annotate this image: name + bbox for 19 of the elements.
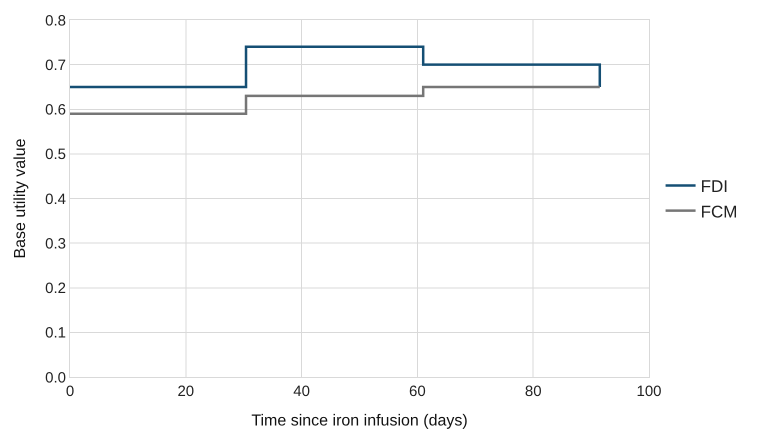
x-axis-title: Time since iron infusion (days): [251, 412, 468, 430]
x-tick-label: 60: [409, 383, 426, 400]
y-tick-label: 0.8: [45, 12, 66, 30]
y-tick-label: 0.1: [45, 324, 66, 342]
x-tick-label: 40: [293, 383, 310, 400]
y-tick-label: 0.5: [45, 146, 66, 164]
y-tick-label: 0.2: [45, 280, 66, 297]
legend-label: FDI: [700, 177, 728, 196]
x-tick-label: 100: [636, 383, 662, 400]
y-axis-title: Base utility value: [12, 138, 30, 259]
x-tick-label: 20: [177, 383, 194, 400]
y-tick-label: 0.4: [45, 190, 66, 208]
legend-label: FCM: [700, 202, 738, 222]
y-tick-label: 0.6: [45, 102, 66, 118]
y-tick-label: 0.7: [45, 56, 66, 74]
y-tick-label: 0.0: [45, 369, 66, 386]
y-tick-label: 0.3: [45, 235, 66, 252]
x-tick-label: 80: [524, 383, 542, 400]
x-tick-label: 0: [66, 383, 74, 400]
